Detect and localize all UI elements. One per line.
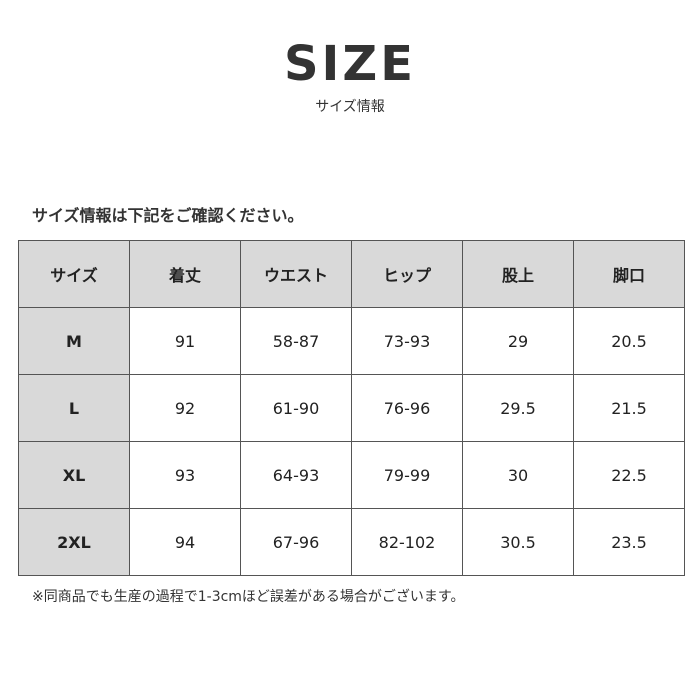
table-cell: 82-102 <box>351 508 463 576</box>
table-cell: 30 <box>462 441 574 509</box>
table-row: L 92 61-90 76-96 29.5 21.5 <box>18 374 685 442</box>
intro-text: サイズ情報は下記をご確認ください。 <box>32 206 304 225</box>
header-cell: 脚口 <box>573 240 685 308</box>
table-cell: 79-99 <box>351 441 463 509</box>
header-cell: ウエスト <box>240 240 352 308</box>
table-cell: 20.5 <box>573 307 685 375</box>
size-label-cell: M <box>18 307 130 375</box>
header-row: サイズ 着丈 ウエスト ヒップ 股上 脚口 <box>18 240 685 308</box>
table-row: XL 93 64-93 79-99 30 22.5 <box>18 441 685 509</box>
table-cell: 21.5 <box>573 374 685 442</box>
table-cell: 76-96 <box>351 374 463 442</box>
header-cell: サイズ <box>18 240 130 308</box>
header-cell: 股上 <box>462 240 574 308</box>
header-cell: ヒップ <box>351 240 463 308</box>
table-row: 2XL 94 67-96 82-102 30.5 23.5 <box>18 508 685 576</box>
table-row: M 91 58-87 73-93 29 20.5 <box>18 307 685 375</box>
size-table: サイズ 着丈 ウエスト ヒップ 股上 脚口 M 91 58-87 73-93 29 20.… <box>18 240 685 576</box>
table-cell: 61-90 <box>240 374 352 442</box>
page-subtitle: サイズ情報 <box>315 99 385 115</box>
table-cell: 29.5 <box>462 374 574 442</box>
table-cell: 93 <box>129 441 241 509</box>
table-cell: 29 <box>462 307 574 375</box>
table-cell: 92 <box>129 374 241 442</box>
table-cell: 64-93 <box>240 441 352 509</box>
size-label-cell: L <box>18 374 130 442</box>
table-cell: 22.5 <box>573 441 685 509</box>
page-title: SIZE <box>283 36 417 92</box>
table-cell: 94 <box>129 508 241 576</box>
header-cell: 着丈 <box>129 240 241 308</box>
footnote: ※同商品でも生産の過程で1-3cmほど誤差がある場合がございます。 <box>32 589 465 605</box>
table-cell: 58-87 <box>240 307 352 375</box>
size-label-cell: XL <box>18 441 130 509</box>
size-label-cell: 2XL <box>18 508 130 576</box>
table-cell: 91 <box>129 307 241 375</box>
table-cell: 67-96 <box>240 508 352 576</box>
table-cell: 23.5 <box>573 508 685 576</box>
table-cell: 73-93 <box>351 307 463 375</box>
table-cell: 30.5 <box>462 508 574 576</box>
